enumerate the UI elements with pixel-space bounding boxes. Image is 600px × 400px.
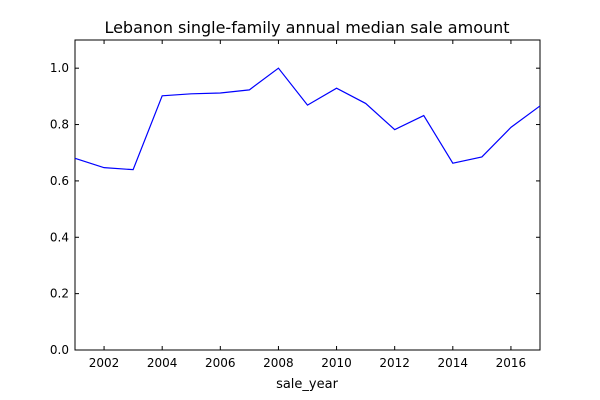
x-tick-label: 2016 (496, 356, 527, 370)
y-tick-label: 1.0 (50, 61, 69, 75)
y-tick-label: 0.4 (50, 230, 69, 244)
y-axis-ticks: 0.0 0.2 0.4 0.6 0.8 1.0 (50, 61, 540, 357)
y-tick-label: 0.8 (50, 118, 69, 132)
x-axis-label: sale_year (276, 377, 339, 392)
plot-area-frame (74, 39, 541, 351)
x-axis-ticks: 2002 2004 2006 2008 2010 2012 2014 2016 (89, 40, 526, 370)
y-tick-label: 0.6 (50, 174, 69, 188)
x-tick-label: 2008 (263, 356, 294, 370)
x-tick-label: 2006 (205, 356, 236, 370)
x-tick-label: 2002 (89, 356, 120, 370)
x-tick-label: 2004 (147, 356, 178, 370)
y-tick-label: 0.0 (50, 343, 69, 357)
chart-title: Lebanon single-family annual median sale… (104, 18, 509, 37)
y-tick-label: 0.2 (50, 287, 69, 301)
series-line (74, 67, 541, 171)
x-tick-label: 2012 (379, 356, 410, 370)
x-tick-label: 2010 (321, 356, 352, 370)
series-layer (74, 67, 541, 171)
x-tick-label: 2014 (438, 356, 469, 370)
